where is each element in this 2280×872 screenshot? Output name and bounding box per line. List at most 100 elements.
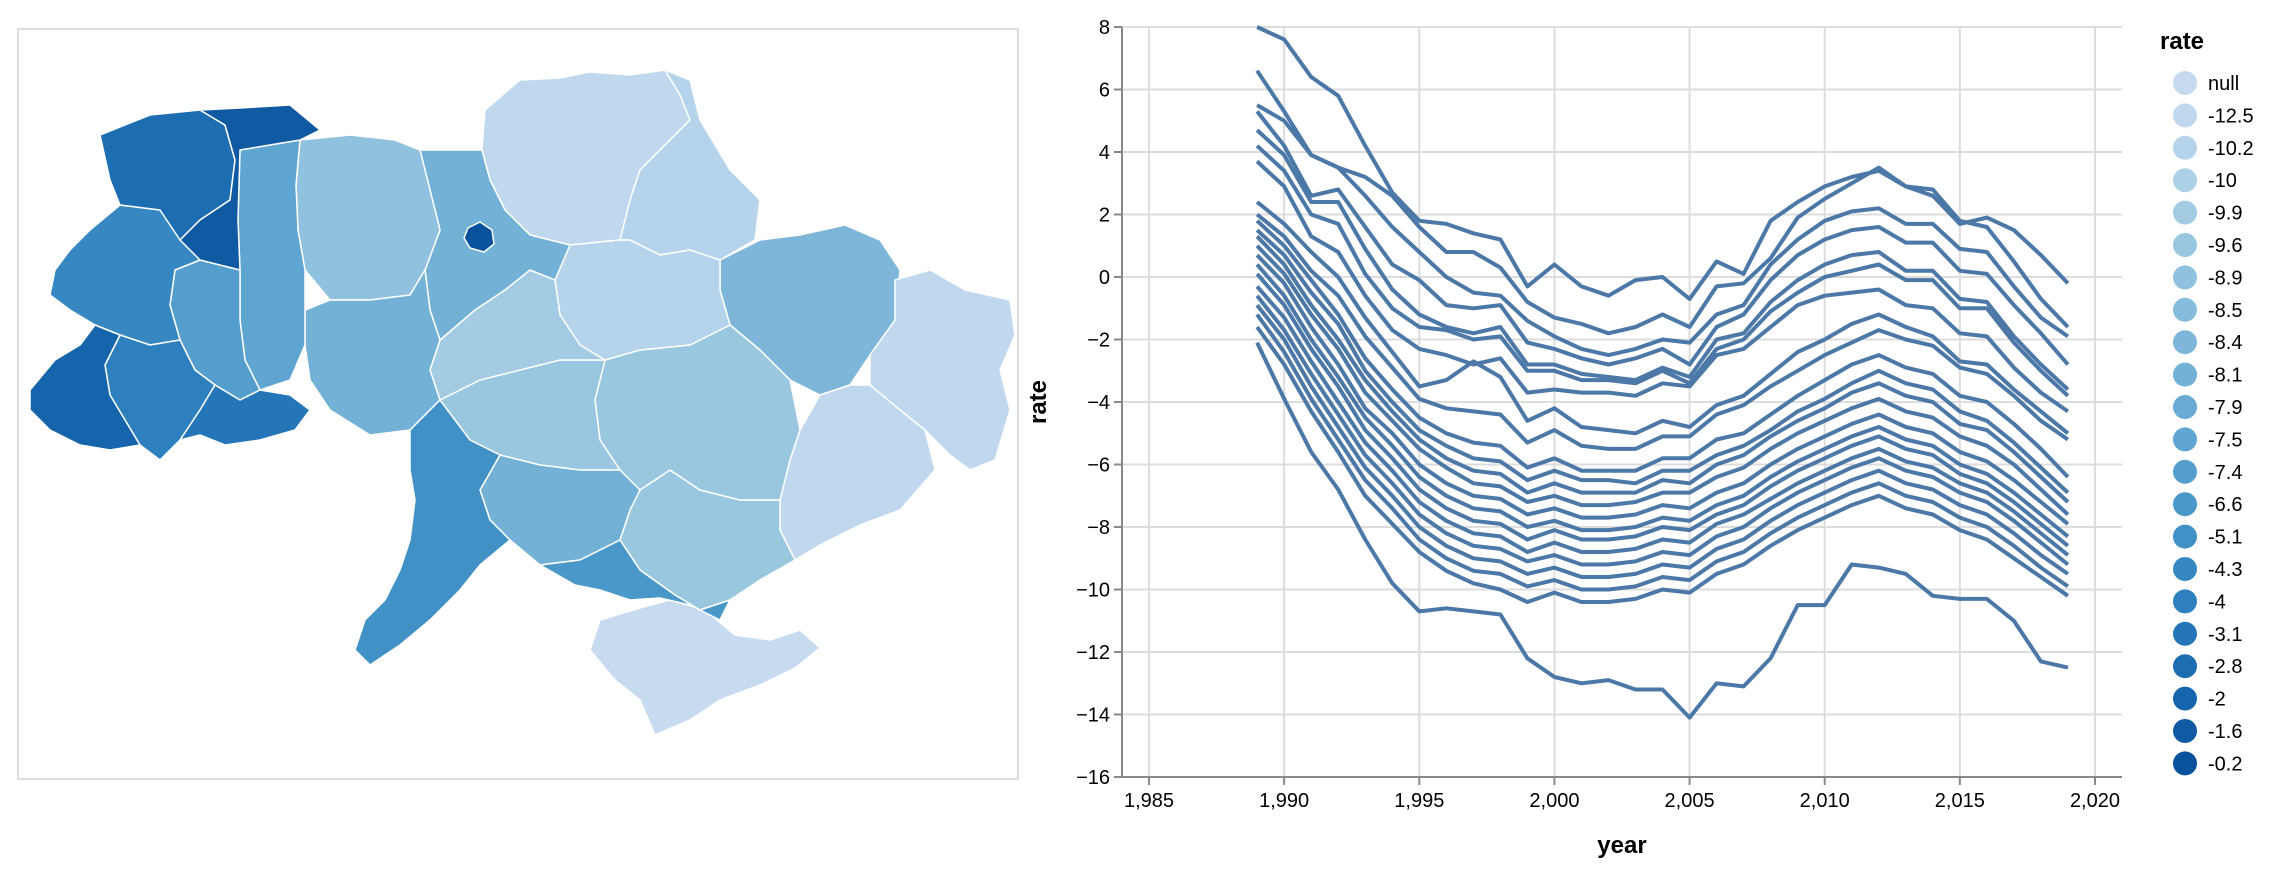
legend-swatch — [2173, 686, 2197, 711]
series-line-14 — [1255, 253, 2070, 526]
legend-item: -8.5 — [2173, 297, 2242, 322]
x-ticks: 1,985 1,990 1,995 2,000 2,005 2,010 2,015 2,020 — [1124, 777, 2120, 812]
legend-item: -3.1 — [2173, 621, 2242, 646]
legend-item: -4.3 — [2173, 557, 2242, 581]
legend-label: null — [2208, 73, 2239, 95]
legend-item: -2.8 — [2173, 654, 2242, 679]
legend-item: -4 — [2173, 589, 2226, 614]
legend-swatch — [2173, 103, 2197, 128]
legend-label: -0.2 — [2208, 753, 2242, 775]
series-line-16 — [1255, 272, 2070, 548]
x-tick-label: 2,000 — [1529, 790, 1579, 812]
grid — [1122, 26, 2122, 778]
legend-swatch — [2173, 524, 2197, 549]
legend-label: -4.3 — [2208, 559, 2242, 581]
legend-label: -8.1 — [2208, 365, 2242, 387]
legend-label: -8.4 — [2208, 332, 2242, 354]
legend-label: -1.6 — [2208, 721, 2242, 743]
legend-swatch — [2173, 492, 2197, 517]
legend-label: -5.1 — [2208, 527, 2242, 549]
legend-swatch — [2173, 751, 2197, 776]
x-tick-label: 1,995 — [1394, 790, 1444, 812]
legend-swatch — [2173, 297, 2197, 322]
line-chart-panel: 8 6 4 2 0 −2 −4 −6 −8 −10 −12 −14 −16 1,985 1,990 1,99… — [1025, 17, 2122, 859]
region-zakarpattia — [29, 324, 141, 451]
legend-item: -7.5 — [2173, 427, 2242, 452]
map-regions — [29, 69, 1016, 736]
legend-label: -7.5 — [2208, 429, 2242, 451]
series-line-12 — [1255, 235, 2070, 504]
legend-item: -8.9 — [2173, 265, 2242, 290]
x-tick-label: 2,010 — [1800, 790, 1850, 812]
y-tick-label: −12 — [1076, 642, 1110, 664]
y-tick-label: 8 — [1099, 17, 1110, 39]
region-kherson — [539, 539, 731, 621]
legend-swatch — [2173, 168, 2197, 193]
y-tick-label: −4 — [1087, 392, 1110, 414]
legend-label: -10.2 — [2208, 138, 2254, 160]
legend-swatch — [2173, 71, 2197, 95]
legend-item: -12.5 — [2173, 103, 2254, 128]
x-tick-label: 2,015 — [1935, 790, 1985, 812]
series-line-10 — [1255, 219, 2070, 479]
series-line-7 — [1255, 159, 2070, 414]
legend-label: -9.9 — [2208, 203, 2242, 225]
region-chernivtsi — [179, 384, 311, 446]
series-line-18 — [1255, 294, 2070, 567]
y-tick-label: 4 — [1099, 142, 1110, 164]
legend-item: -6.6 — [2173, 492, 2242, 517]
series-line-22 — [1255, 341, 2069, 720]
legend-swatch — [2173, 362, 2197, 387]
y-tick-label: −6 — [1087, 455, 1110, 477]
y-axis-title: rate — [1025, 380, 1052, 424]
legend-label: -7.4 — [2208, 462, 2242, 484]
legend-swatch — [2173, 557, 2197, 581]
legend-item: -7.4 — [2173, 459, 2242, 484]
region-luhansk — [869, 269, 1016, 471]
legend-swatch — [2173, 719, 2197, 743]
legend-item: -8.1 — [2173, 362, 2242, 387]
series-line-20 — [1255, 313, 2070, 592]
legend-swatch — [2173, 589, 2197, 614]
map-panel — [17, 28, 1019, 780]
legend-item: null — [2173, 71, 2239, 95]
y-tick-label: 0 — [1099, 267, 1110, 289]
legend-label: -8.9 — [2208, 267, 2242, 289]
y-tick-label: −2 — [1087, 330, 1110, 352]
legend-swatch — [2173, 200, 2197, 225]
series-line-19 — [1255, 303, 2070, 579]
legend-swatch — [2173, 233, 2197, 257]
legend: rate null -12.5 -10.2 -10 -9.9 -9.6 -8.9 -8.5 -8… — [2160, 28, 2254, 776]
legend-swatch — [2173, 135, 2197, 160]
legend-title: rate — [2160, 28, 2204, 55]
legend-swatch — [2173, 459, 2197, 484]
x-axis-title: year — [1597, 832, 1646, 859]
legend-item: -10 — [2173, 168, 2237, 193]
legend-item: -0.2 — [2173, 751, 2242, 776]
y-ticks: 8 6 4 2 0 −2 −4 −6 −8 −10 −12 −14 −16 — [1076, 17, 1122, 789]
x-tick-label: 2,005 — [1665, 790, 1715, 812]
series-line-9 — [1255, 212, 2070, 451]
legend-swatch — [2173, 330, 2197, 355]
series-line-2 — [1255, 69, 2070, 336]
series-lines — [1255, 25, 2070, 720]
legend-swatch — [2173, 427, 2197, 452]
legend-item: -7.9 — [2173, 395, 2242, 419]
legend-item: -10.2 — [2173, 135, 2254, 160]
y-tick-label: −10 — [1076, 580, 1110, 602]
x-tick-label: 1,990 — [1259, 790, 1309, 812]
series-line-8 — [1255, 200, 2070, 436]
region-khmelnytskyi — [237, 139, 306, 391]
region-rivne — [179, 104, 321, 271]
legend-label: -9.6 — [2208, 235, 2242, 257]
series-line-17 — [1255, 285, 2070, 557]
legend-label: -6.6 — [2208, 494, 2242, 516]
series-line-15 — [1255, 263, 2070, 538]
legend-swatch — [2173, 621, 2197, 646]
legend-swatch — [2173, 395, 2197, 419]
legend-item: -5.1 — [2173, 524, 2242, 549]
legend-item: -2 — [2173, 686, 2226, 711]
y-tick-label: 2 — [1099, 205, 1110, 227]
legend-label: -7.9 — [2208, 397, 2242, 419]
